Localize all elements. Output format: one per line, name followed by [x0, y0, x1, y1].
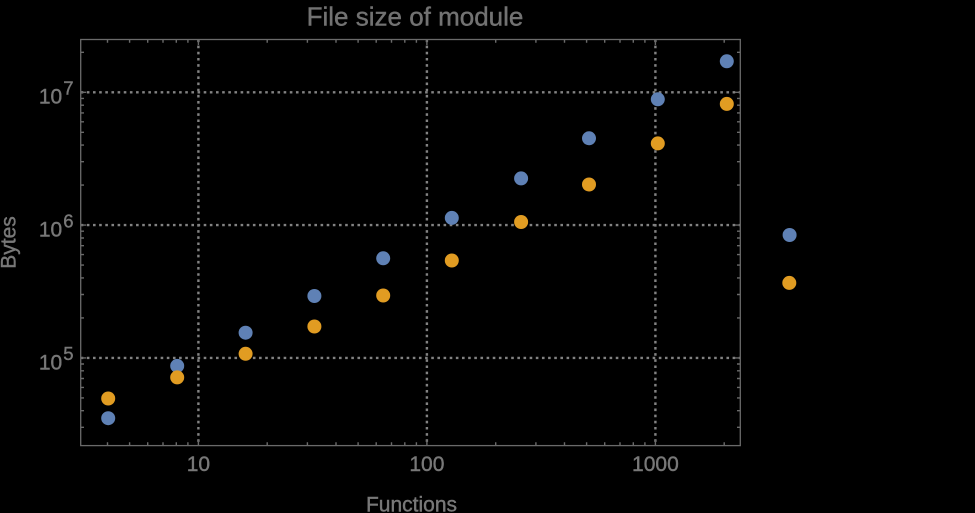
- svg-text:7: 7: [63, 78, 73, 99]
- svg-text:10: 10: [39, 351, 62, 374]
- svg-text:10: 10: [39, 219, 62, 242]
- svg-text:100: 100: [409, 453, 444, 476]
- svg-text:6: 6: [63, 210, 73, 231]
- svg-text:10: 10: [39, 86, 62, 109]
- svg-text:Bytes: Bytes: [0, 216, 21, 269]
- svg-text:Functions: Functions: [366, 493, 457, 513]
- svg-text:File size of module: File size of module: [307, 2, 524, 32]
- svg-text:10: 10: [187, 453, 210, 476]
- svg-text:1000: 1000: [632, 453, 679, 476]
- svg-text:5: 5: [63, 343, 73, 364]
